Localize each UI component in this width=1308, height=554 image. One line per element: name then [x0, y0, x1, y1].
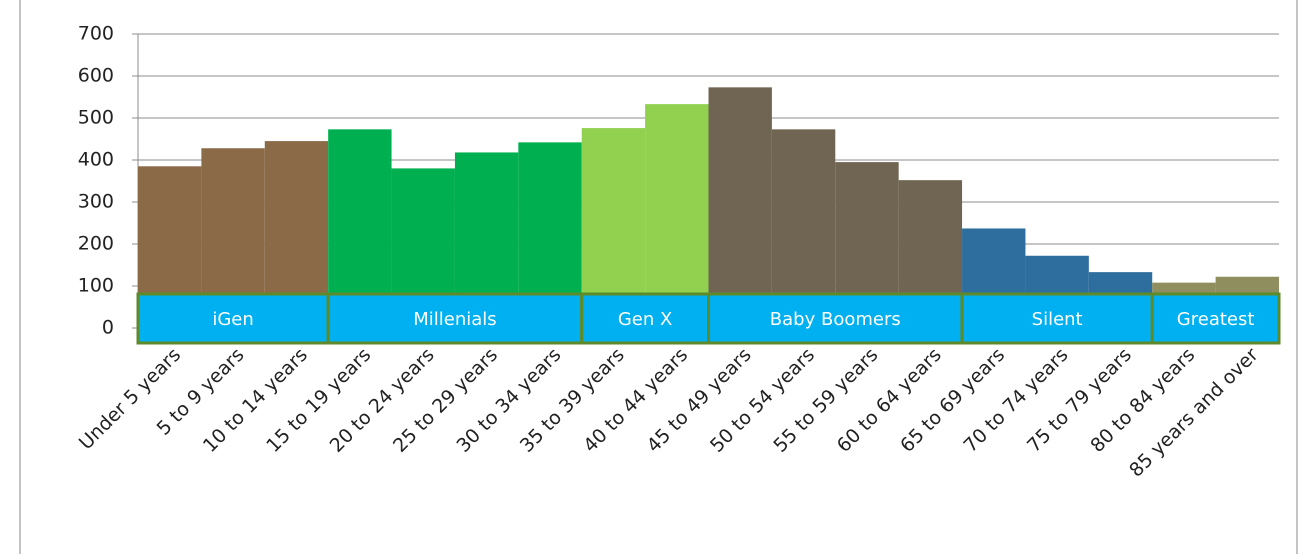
group-box — [1150, 292, 1281, 345]
group-label: Gen X — [618, 309, 672, 330]
y-tick-label: 0 — [102, 317, 114, 339]
y-tick-label: 400 — [78, 149, 114, 171]
y-tick-label: 100 — [78, 275, 114, 297]
bar — [708, 87, 772, 328]
y-tick-label: 300 — [78, 191, 114, 213]
y-tick-label: 500 — [78, 107, 114, 129]
y-tick-label: 600 — [78, 65, 114, 87]
group-label: iGen — [212, 309, 253, 330]
bar — [645, 104, 709, 328]
y-tick-label: 200 — [78, 233, 114, 255]
group-box — [326, 292, 584, 345]
group-label: Baby Boomers — [770, 309, 901, 330]
group-label: Millenials — [413, 309, 496, 330]
group-label: Silent — [1032, 309, 1083, 330]
group-box — [707, 292, 964, 345]
y-tick-label: 700 — [78, 23, 114, 45]
group-box — [580, 292, 711, 345]
group-label: Greatest — [1177, 309, 1255, 330]
